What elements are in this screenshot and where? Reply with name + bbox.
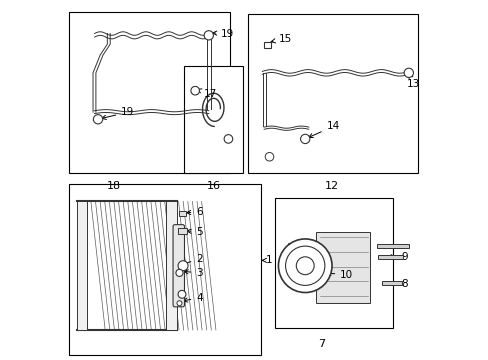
- Text: 15: 15: [270, 34, 291, 44]
- Text: 19: 19: [212, 28, 234, 39]
- FancyBboxPatch shape: [376, 244, 408, 248]
- FancyBboxPatch shape: [247, 14, 417, 173]
- Text: 17: 17: [197, 89, 216, 99]
- Text: 19: 19: [102, 107, 134, 120]
- Text: 7: 7: [317, 339, 324, 349]
- Text: 6: 6: [186, 207, 203, 217]
- Circle shape: [296, 257, 313, 275]
- FancyBboxPatch shape: [381, 281, 401, 285]
- FancyBboxPatch shape: [77, 202, 87, 330]
- Circle shape: [203, 31, 213, 40]
- Text: 10: 10: [326, 270, 353, 280]
- FancyBboxPatch shape: [315, 232, 369, 303]
- Text: 2: 2: [182, 253, 203, 265]
- FancyBboxPatch shape: [69, 184, 260, 355]
- FancyBboxPatch shape: [274, 198, 392, 328]
- Circle shape: [178, 261, 188, 271]
- FancyBboxPatch shape: [183, 66, 242, 173]
- Text: 4: 4: [183, 293, 203, 303]
- Circle shape: [285, 246, 324, 285]
- Circle shape: [300, 134, 309, 144]
- Text: 13: 13: [406, 73, 419, 89]
- FancyBboxPatch shape: [179, 211, 185, 216]
- FancyBboxPatch shape: [69, 12, 230, 173]
- Circle shape: [264, 153, 273, 161]
- Text: 1: 1: [262, 255, 272, 265]
- Circle shape: [177, 301, 182, 306]
- Circle shape: [278, 239, 331, 293]
- Circle shape: [190, 86, 199, 95]
- Circle shape: [224, 135, 232, 143]
- Circle shape: [404, 68, 413, 77]
- Text: 8: 8: [388, 279, 407, 289]
- Text: 3: 3: [183, 268, 203, 278]
- Circle shape: [176, 269, 183, 276]
- Circle shape: [93, 114, 102, 124]
- Text: 11: 11: [286, 243, 299, 262]
- FancyBboxPatch shape: [264, 42, 270, 48]
- FancyBboxPatch shape: [173, 225, 184, 307]
- Text: 16: 16: [207, 181, 221, 192]
- FancyBboxPatch shape: [378, 255, 403, 258]
- Text: 12: 12: [325, 181, 338, 192]
- Circle shape: [178, 291, 185, 298]
- FancyBboxPatch shape: [178, 228, 187, 234]
- FancyBboxPatch shape: [165, 202, 176, 330]
- Text: 9: 9: [387, 252, 407, 262]
- Text: 14: 14: [308, 121, 339, 138]
- Text: 18: 18: [107, 181, 121, 192]
- Text: 5: 5: [186, 227, 203, 237]
